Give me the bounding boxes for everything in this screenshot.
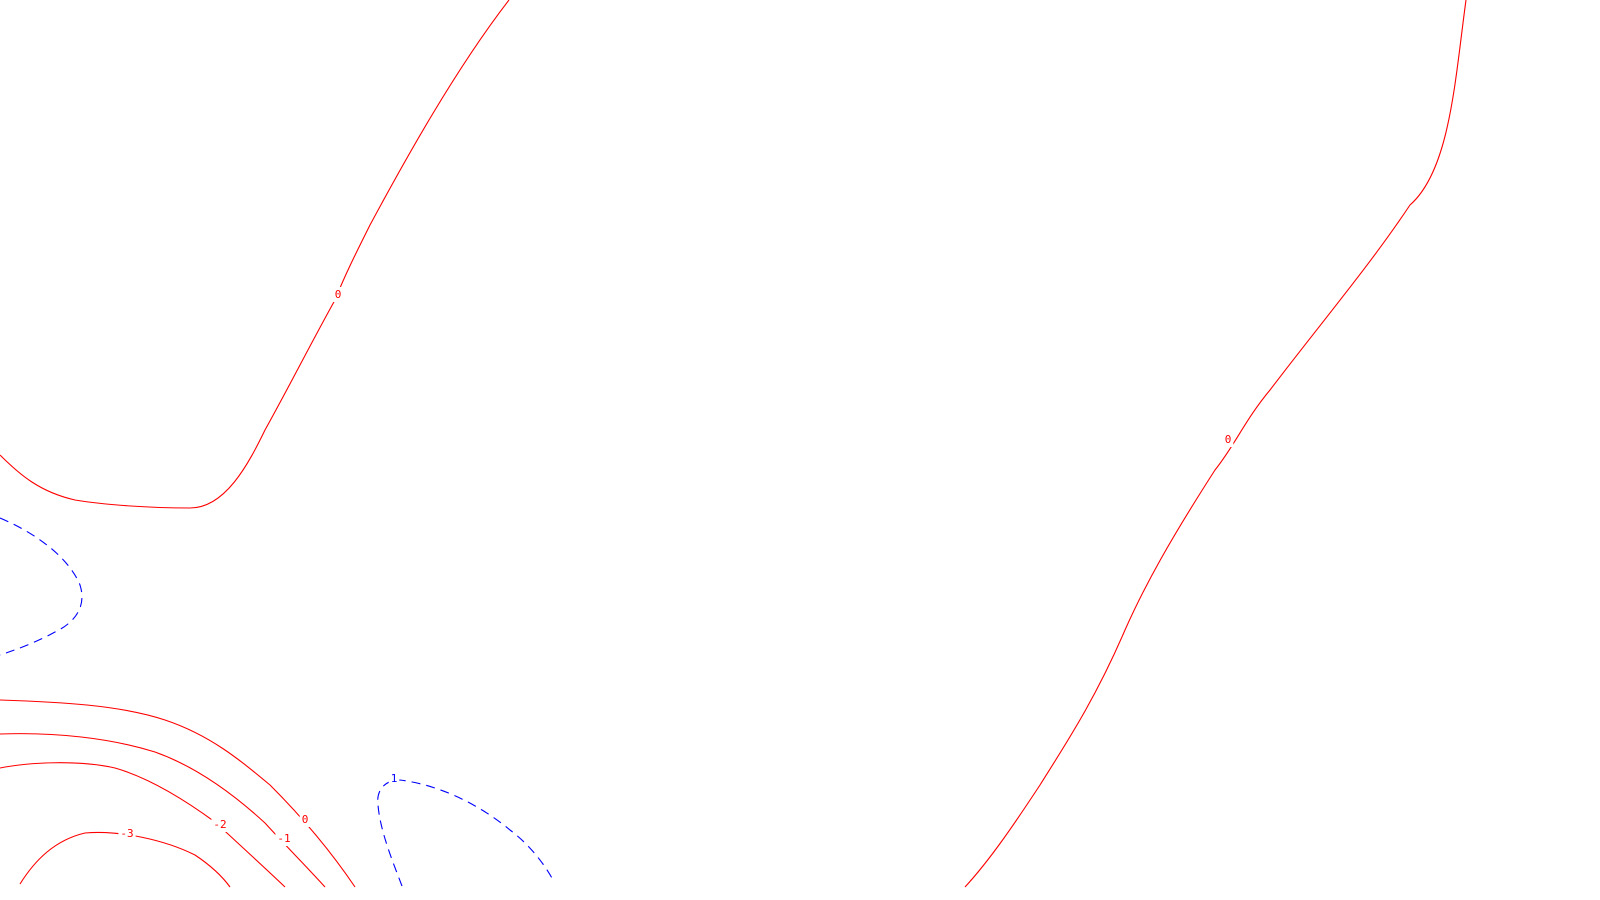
contour-zero-upper-left-line xyxy=(0,0,510,509)
contour-positive-bottom-line xyxy=(377,779,554,887)
contour-minus-one: -1 xyxy=(0,733,326,888)
contour-label-positive-bottom: 1 xyxy=(391,772,398,785)
contour-label-minus-two: -2 xyxy=(213,818,226,831)
contour-label-halo xyxy=(118,826,136,841)
contour-zero-right-line xyxy=(964,0,1467,888)
contour-label-zero-right: 0 xyxy=(1225,433,1232,446)
contour-positive-left-line xyxy=(0,517,83,656)
contour-label-halo xyxy=(332,287,344,302)
contour-minus-one-line xyxy=(0,733,326,888)
contour-positive-left xyxy=(0,517,83,656)
contour-label-halo xyxy=(1222,432,1234,447)
contour-label-halo xyxy=(388,771,400,786)
contour-minus-two-line xyxy=(0,762,286,888)
contour-minus-three: -3 xyxy=(19,826,231,888)
contour-minus-two: -2 xyxy=(0,762,286,888)
contour-label-minus-one: -1 xyxy=(277,832,290,845)
contour-label-minus-three: -3 xyxy=(120,827,133,840)
contour-zero-upper-left: 0 xyxy=(0,0,510,509)
contour-zero-bottom-left-line xyxy=(0,699,356,888)
contour-zero-right: 0 xyxy=(964,0,1467,888)
contour-label-halo xyxy=(275,831,293,846)
contour-zero-bottom-left: 0 xyxy=(0,699,356,888)
contour-label-halo xyxy=(211,817,229,832)
contour-label-zero-bottom-left: 0 xyxy=(302,813,309,826)
contour-label-halo xyxy=(299,812,311,827)
contour-positive-bottom: 1 xyxy=(377,771,554,887)
contour-label-zero-upper-left: 0 xyxy=(335,288,342,301)
